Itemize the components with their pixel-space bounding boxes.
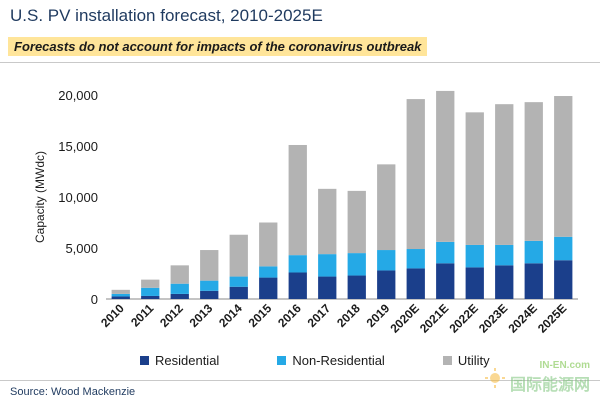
bar-non-residential — [229, 276, 248, 287]
x-tick-label: 2025E — [535, 301, 569, 335]
bar-residential — [229, 286, 248, 299]
y-tick-label: 10,000 — [58, 190, 98, 205]
bar-residential — [465, 267, 484, 299]
bar-non-residential — [465, 244, 484, 268]
x-tick-label: 2013 — [187, 301, 216, 330]
legend-item-utility: Utility — [442, 353, 490, 368]
bar-residential — [318, 276, 337, 299]
bar-non-residential — [347, 253, 366, 276]
x-tick-label: 2017 — [305, 301, 334, 330]
x-tick-label: 2018 — [334, 301, 363, 330]
bar-residential — [347, 275, 366, 299]
bar-non-residential — [111, 293, 130, 297]
watermark-name: 国际能源网 — [509, 377, 590, 394]
bar-utility — [318, 188, 337, 255]
bar-non-residential — [259, 266, 278, 278]
x-tick-label: 2020E — [387, 301, 421, 335]
bar-utility — [406, 99, 425, 250]
bar-utility — [170, 265, 189, 284]
chart-legend: Residential Non-Residential Utility — [140, 353, 490, 368]
bar-non-residential — [406, 249, 425, 269]
bar-non-residential — [200, 280, 219, 291]
watermark-url: IN-EN.com — [539, 360, 590, 371]
bar-non-residential — [141, 287, 160, 296]
bar-utility — [465, 112, 484, 245]
legend-swatch-residential — [140, 356, 149, 365]
bar-residential — [377, 270, 396, 299]
bar-utility — [495, 104, 514, 245]
legend-label-residential: Residential — [155, 353, 220, 368]
bar-non-residential — [524, 240, 543, 264]
x-tick-label: 2023E — [476, 301, 510, 335]
y-axis-label: Capacity (MWdc) — [33, 151, 47, 243]
bar-non-residential — [377, 250, 396, 271]
bar-residential — [170, 293, 189, 299]
bar-utility — [377, 164, 396, 251]
bar-non-residential — [554, 236, 573, 261]
source-note: Source: Wood Mackenzie — [10, 386, 136, 398]
bar-utility — [200, 250, 219, 281]
legend-label-non-residential: Non-Residential — [292, 353, 385, 368]
title-divider — [0, 62, 600, 63]
bar-utility — [111, 289, 130, 294]
legend-swatch-non-residential — [277, 356, 287, 365]
y-tick-label: 5,000 — [65, 241, 98, 256]
bar-residential — [141, 295, 160, 299]
x-tick-label: 2010 — [98, 301, 127, 330]
bar-residential — [259, 277, 278, 299]
footer-divider — [0, 380, 600, 381]
bar-residential — [524, 263, 543, 299]
bar-residential — [200, 290, 219, 299]
x-tick-label: 2012 — [157, 301, 186, 330]
y-tick-label: 0 — [91, 292, 98, 307]
legend-label-utility: Utility — [457, 353, 490, 368]
y-tick-label: 15,000 — [58, 139, 98, 154]
bar-residential — [495, 265, 514, 299]
bar-utility — [554, 96, 573, 237]
bar-utility — [288, 144, 307, 256]
x-tick-label: 2024E — [505, 301, 539, 335]
sun-logo-icon — [484, 367, 505, 388]
bar-non-residential — [288, 255, 307, 273]
stacked-bar-chart: Capacity (MWdc) 0 5,000 10,000 15,000 20,000 2… — [33, 88, 578, 336]
y-tick-label: 20,000 — [58, 88, 98, 103]
legend-swatch-utility — [442, 356, 452, 365]
x-tick-label: 2011 — [128, 301, 157, 330]
bar-utility — [141, 279, 160, 288]
legend-item-residential: Residential — [140, 353, 219, 368]
bar-utility — [229, 234, 248, 277]
chart-title: U.S. PV installation forecast, 2010-2025… — [10, 6, 323, 25]
bar-residential — [288, 272, 307, 299]
x-tick-label: 2015 — [246, 301, 275, 330]
bar-utility — [524, 102, 543, 241]
bar-utility — [347, 190, 366, 254]
bar-non-residential — [436, 241, 455, 264]
bar-residential — [554, 260, 573, 299]
bar-residential — [436, 263, 455, 299]
chart-subtitle: Forecasts do not account for impacts of … — [8, 37, 428, 56]
bar-utility — [259, 222, 278, 267]
bar-utility — [436, 90, 455, 242]
bar-non-residential — [318, 254, 337, 277]
x-tick-label: 2022E — [446, 301, 480, 335]
x-tick-label: 2016 — [275, 301, 304, 330]
legend-item-non-residential: Non-Residential — [277, 353, 385, 368]
bar-non-residential — [170, 283, 189, 294]
watermark-logo: IN-EN.com 国际能源网 — [484, 360, 590, 395]
bar-residential — [111, 296, 130, 299]
bar-non-residential — [495, 244, 514, 266]
bar-residential — [406, 268, 425, 299]
x-tick-label: 2021E — [417, 301, 451, 335]
x-tick-label: 2014 — [216, 301, 245, 330]
